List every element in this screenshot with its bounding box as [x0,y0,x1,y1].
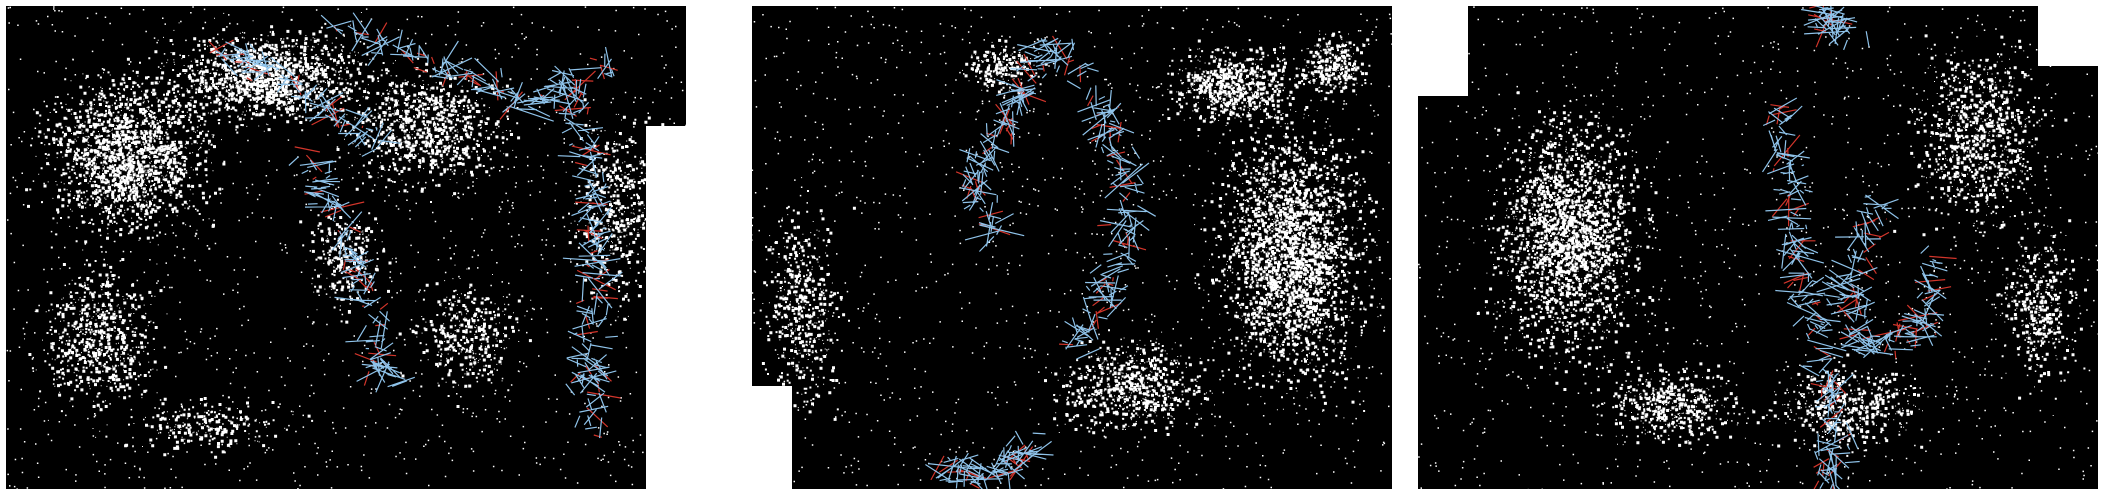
reference-trajectory-2 [930,35,1147,489]
dense-point-region [1418,6,1468,96]
point-cloud-panel-2 [712,6,1392,489]
dense-point-region [712,386,792,489]
estimated-strand-3 [1801,6,1870,51]
estimated-strand-2 [1800,328,1860,489]
point-cloud-view-2 [712,6,1392,489]
reference-strand-0 [294,146,397,386]
point-cloud-view-1 [6,6,686,489]
estimated-strand-3 [215,41,401,157]
point-cloud-2 [712,6,1392,489]
estimated-strand-2 [320,12,615,122]
reference-strand-0 [1765,104,1822,336]
estimated-trajectory-1 [215,12,623,439]
dense-point-region [646,126,686,489]
estimated-strand-1 [1035,38,1157,360]
point-scatter [1418,6,2098,489]
point-scatter [712,6,1392,489]
estimated-strand-1 [1816,194,1948,359]
point-cloud-panel-3 [1418,6,2098,489]
estimated-strand-0 [1761,97,1840,350]
estimated-strand-1 [544,76,623,439]
point-cloud-view-3 [1418,6,2098,489]
reference-trajectory-1 [208,22,621,438]
dense-point-region [2038,6,2098,66]
estimated-trajectory-3 [1761,6,1948,489]
point-cloud-panel-1 [6,6,686,489]
estimated-strand-0 [959,37,1062,252]
estimated-strand-0 [288,156,415,393]
point-cloud-3 [1418,6,2098,489]
reference-strand-1 [1059,57,1147,346]
estimated-trajectory-2 [925,37,1157,489]
estimated-strand-2 [925,430,1054,489]
reference-strand-2 [1810,345,1851,489]
